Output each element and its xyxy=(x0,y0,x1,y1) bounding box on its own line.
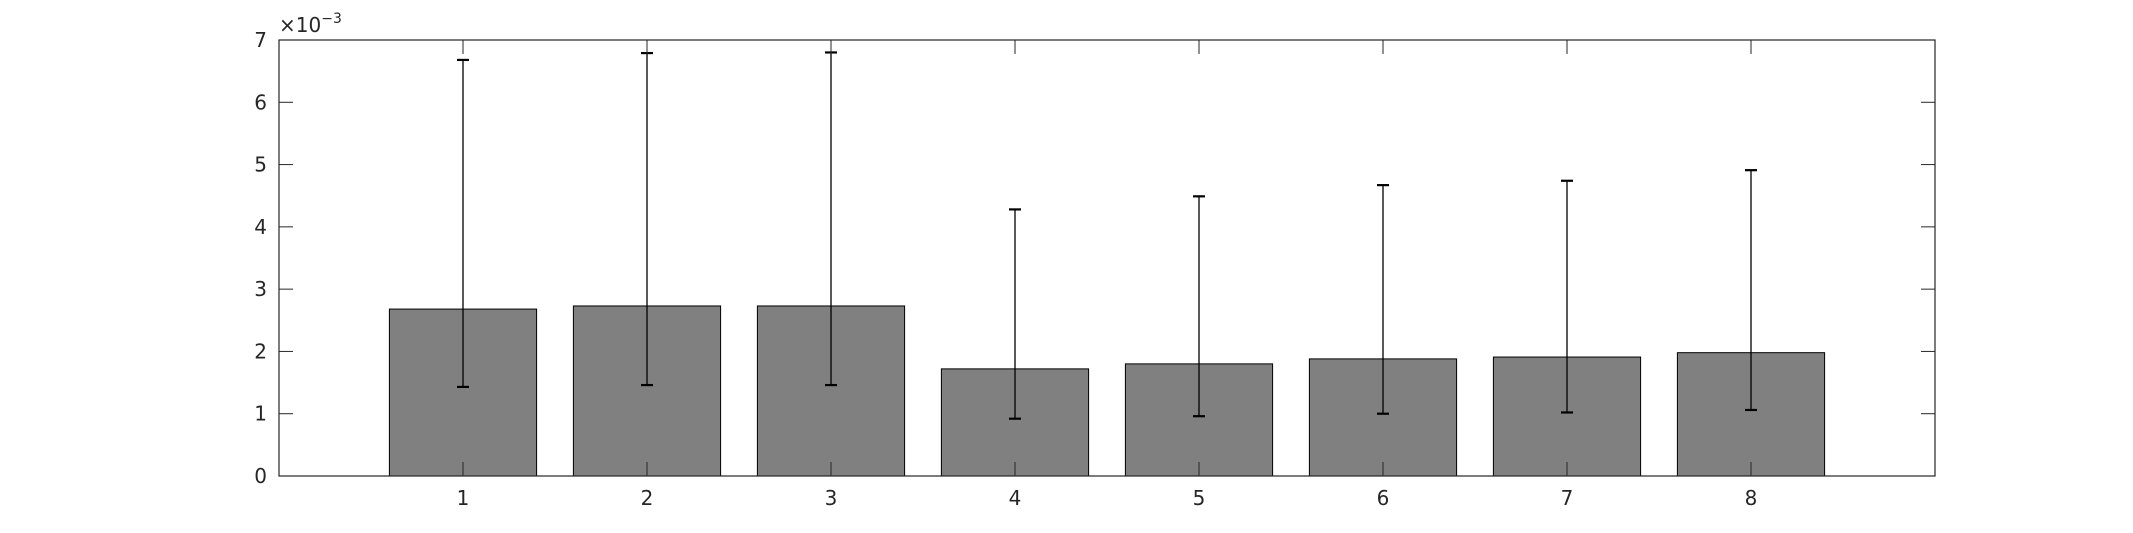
x-tick-label-2: 2 xyxy=(641,486,654,510)
axes-box xyxy=(278,39,1936,477)
x-tick-label-8: 8 xyxy=(1745,486,1758,510)
x-tick-label-5: 5 xyxy=(1193,486,1206,510)
x-tick-label-4: 4 xyxy=(1009,486,1022,510)
tick-labels-layer: 1 2 3 4 5 6 7 8 0 1 2 3 4 5 6 7 xyxy=(254,28,1757,510)
error-bar-5 xyxy=(1193,195,1205,418)
x-tick-label-6: 6 xyxy=(1377,486,1390,510)
y-tick-label-2: 2 xyxy=(254,339,267,363)
plot-area xyxy=(279,40,1935,476)
y-exponent-label: ×10−3 xyxy=(279,11,342,37)
ticks-layer xyxy=(279,39,1935,477)
x-tick-label-7: 7 xyxy=(1561,486,1574,510)
y-exponent-power: −3 xyxy=(321,11,342,27)
error-bars-layer xyxy=(457,51,1757,420)
error-bar-8 xyxy=(1745,169,1757,412)
error-bar-6 xyxy=(1377,184,1389,415)
bars-layer xyxy=(388,305,1826,477)
error-bar-1 xyxy=(457,58,469,389)
error-bar-7 xyxy=(1561,179,1573,414)
x-tick-label-3: 3 xyxy=(825,486,838,510)
y-tick-label-0: 0 xyxy=(254,464,267,488)
y-tick-label-4: 4 xyxy=(254,215,267,239)
error-bar-4 xyxy=(1009,208,1021,420)
x-tick-label-1: 1 xyxy=(457,486,470,510)
y-tick-label-1: 1 xyxy=(254,402,267,426)
y-tick-label-5: 5 xyxy=(254,153,267,177)
y-tick-label-3: 3 xyxy=(254,277,267,301)
y-tick-label-6: 6 xyxy=(254,90,267,114)
y-tick-label-7: 7 xyxy=(254,28,267,52)
